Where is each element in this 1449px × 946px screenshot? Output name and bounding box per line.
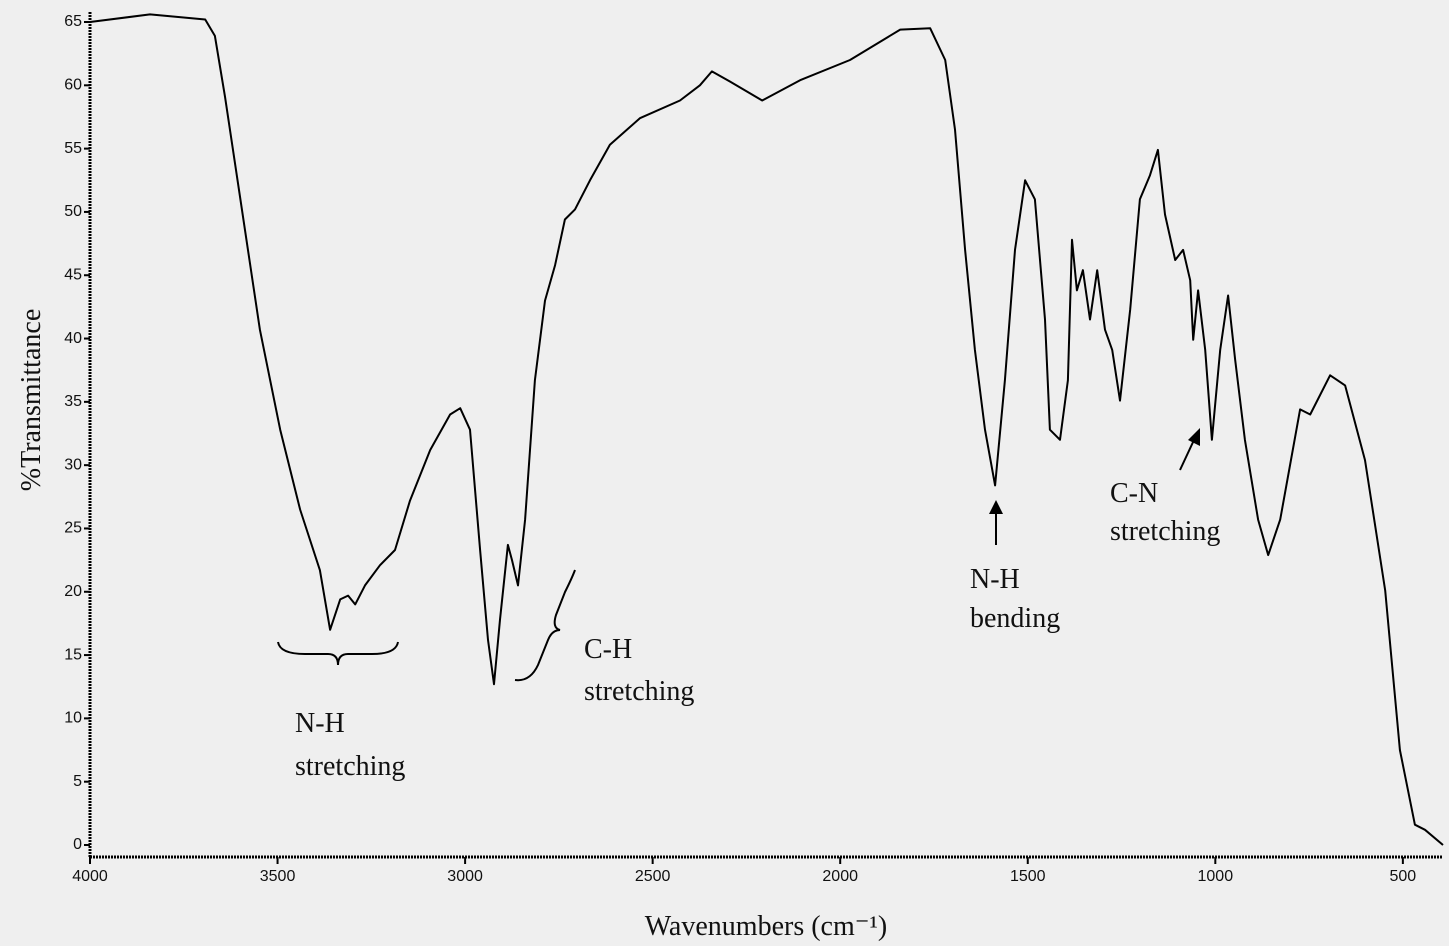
annotation: stretching [584,676,694,707]
y-tick-label: 60 [64,77,82,94]
annotation: N-H [295,708,345,739]
y-tick-label: 35 [64,393,82,410]
x-tick-label: 2000 [822,868,858,885]
y-tick-label: 10 [64,710,82,727]
y-tick-label: 30 [64,456,82,473]
annotation: stretching [1110,516,1220,547]
x-tick-label: 500 [1390,868,1417,885]
x-tick-label: 2500 [635,868,671,885]
x-axis-label: Wavenumbers (cm⁻¹) [645,911,888,942]
x-tick-label: 1500 [1010,868,1046,885]
bracket [514,569,576,682]
x-tick-label: 3000 [447,868,483,885]
spectrum-line [89,13,1444,846]
annotation: bending [970,603,1060,634]
annotation: C-H [584,634,632,665]
x-tick-label: 4000 [72,868,108,885]
x-tick-label: 3500 [260,868,296,885]
annotation: C-N [1110,478,1158,509]
y-tick-label: 5 [73,773,82,790]
y-tick-label: 50 [64,203,82,220]
y-tick-label: 15 [64,646,82,663]
arrow [1179,439,1195,471]
y-tick-label: 45 [64,266,82,283]
y-tick-label: 20 [64,583,82,600]
annotation: N-H [970,564,1020,595]
y-tick-label: 55 [64,140,82,157]
y-tick-label: 65 [64,13,82,30]
arrow-head [1188,428,1200,446]
bracket [277,641,399,666]
y-tick-label: 25 [64,520,82,537]
y-axis-label: %Transmittance [16,309,47,492]
y-tick-label: 40 [64,330,82,347]
x-tick-label: 1000 [1198,868,1234,885]
annotation: stretching [295,751,405,782]
y-tick-label: 0 [73,836,82,853]
arrow-head [989,500,1003,514]
